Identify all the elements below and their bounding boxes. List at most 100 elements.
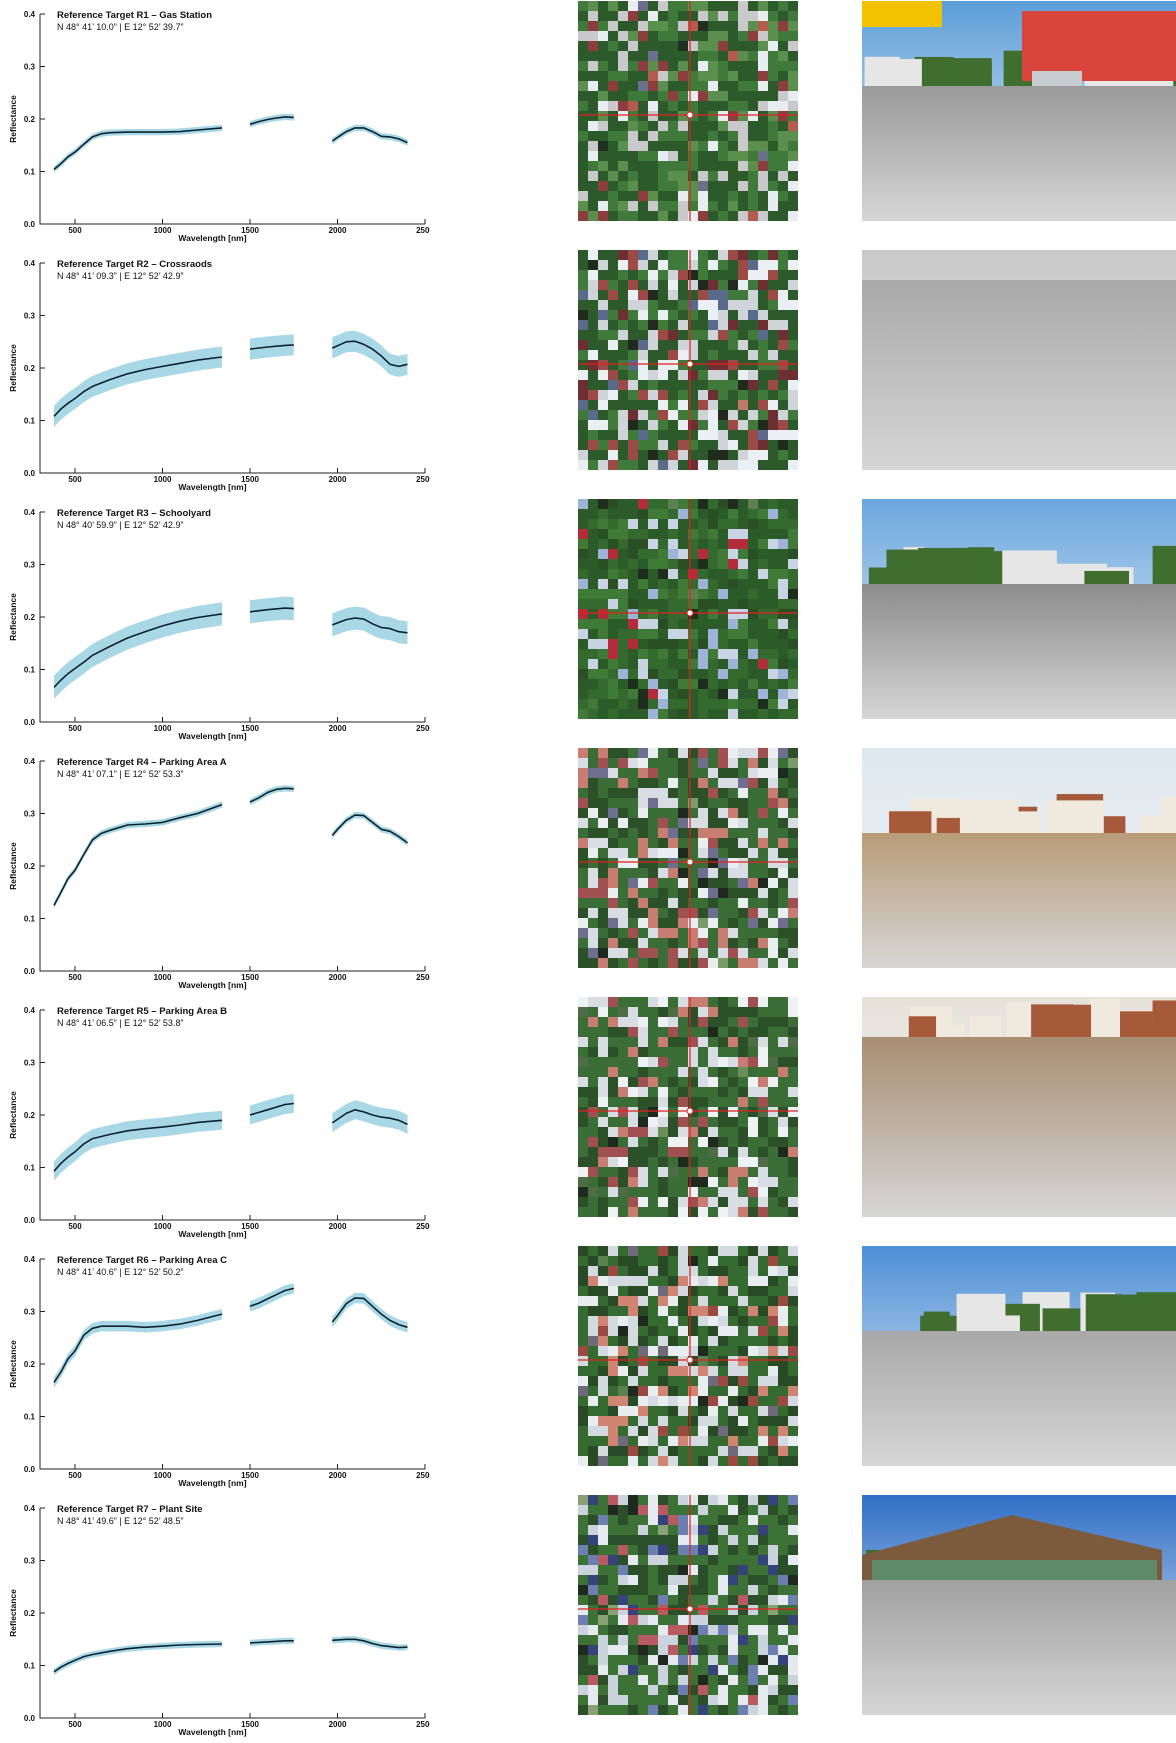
panel-title: Reference Target R2 – Crossraods [57,259,212,270]
y-tick-label: 0.2 [24,1360,36,1369]
satellite-thumbnail [578,748,798,968]
y-tick-label: 0.3 [24,1059,36,1068]
panel-coordinates: N 48° 41’ 49.6” | E 12° 52’ 48.5” [57,1516,183,1526]
x-tick-label: 500 [68,226,82,235]
panel-row: 0.0 0.1 0.2 0.3 0.4 500 1000 1500 2000 2500 Wavele… [0,0,1176,249]
x-tick-label: 1500 [241,724,259,733]
target-marker [686,1356,694,1364]
std-band [54,1110,222,1181]
x-axis-label: Wavelength [nm] [178,1478,246,1488]
y-tick-label: 0.2 [24,364,36,373]
mean-spectrum-line [249,1640,294,1644]
mean-spectrum-line [249,787,294,803]
x-tick-label: 500 [68,724,82,733]
x-tick-label: 500 [68,1222,82,1231]
std-band [332,1100,408,1134]
satellite-thumbnail [578,1495,798,1715]
satellite-thumbnail [578,1246,798,1466]
x-tick-label: 500 [68,1471,82,1480]
site-photo [862,1,1176,221]
reflectance-chart: 0.0 0.1 0.2 0.3 0.4 500 1000 1500 2000 2500 Wavele… [0,1494,430,1743]
reflectance-chart: 0.0 0.1 0.2 0.3 0.4 500 1000 1500 2000 2500 Wavele… [0,0,430,249]
mean-spectrum-line [331,1297,408,1329]
y-tick-label: 0.3 [24,1308,36,1317]
y-tick-label: 0.1 [24,1413,36,1422]
x-tick-label: 1500 [241,1720,259,1729]
mean-spectrum-line [53,356,223,417]
panel-title: Reference Target R1 – Gas Station [57,10,212,21]
x-tick-label: 2000 [329,1720,347,1729]
y-tick-label: 0.1 [24,1164,36,1173]
mean-spectrum-line [249,607,294,613]
y-tick-label: 0.3 [24,63,36,72]
panel-title: Reference Target R7 – Plant Site [57,1504,203,1515]
x-axis-label: Wavelength [nm] [178,1727,246,1737]
site-photo [862,997,1176,1217]
axis-frame [39,14,425,225]
y-tick-label: 0.4 [24,1504,36,1513]
y-tick-label: 0.1 [24,168,36,177]
y-tick-label: 0.4 [24,1255,36,1264]
x-tick-label: 1000 [154,475,172,484]
x-tick-label: 2000 [329,1471,347,1480]
std-band [250,785,294,806]
mean-spectrum-line [53,1643,223,1673]
chart-svg: 0.0 0.1 0.2 0.3 0.4 500 1000 1500 2000 2500 Wavele… [8,1255,430,1488]
y-tick-label: 0.2 [24,1609,36,1618]
x-tick-label: 1500 [241,973,259,982]
mean-spectrum-line [53,1313,223,1383]
satellite-thumbnail [578,1,798,221]
y-tick-label: 0.1 [24,417,36,426]
mean-spectrum-line [331,1109,408,1126]
target-marker [686,858,694,866]
chart-svg: 0.0 0.1 0.2 0.3 0.4 500 1000 1500 2000 2500 Wavele… [8,10,430,243]
y-tick-label: 0.4 [24,508,36,517]
panel-row: 0.0 0.1 0.2 0.3 0.4 500 1000 1500 2000 2500 Wavele… [0,1494,1176,1743]
y-tick-label: 0.1 [24,915,36,924]
panel-coordinates: N 48° 41’ 40.6” | E 12° 52’ 50.2” [57,1267,183,1277]
y-axis-label: Reflectance [8,1589,18,1637]
site-photo [862,748,1176,968]
y-axis-label: Reflectance [8,1091,18,1139]
x-tick-label: 2500 [416,475,430,484]
x-axis-label: Wavelength [nm] [178,233,246,243]
y-tick-label: 0.4 [24,757,36,766]
x-tick-label: 2000 [329,475,347,484]
satellite-thumbnail [578,250,798,470]
axis-frame [39,263,425,474]
panel-title: Reference Target R3 – Schoolyard [57,508,211,519]
std-band [54,1308,222,1388]
y-tick-label: 0.0 [24,469,36,478]
x-tick-label: 2500 [416,1222,430,1231]
reflectance-chart: 0.0 0.1 0.2 0.3 0.4 500 1000 1500 2000 2500 Wavele… [0,747,430,996]
y-tick-label: 0.0 [24,967,36,976]
chart-svg: 0.0 0.1 0.2 0.3 0.4 500 1000 1500 2000 2500 Wavele… [8,1006,430,1239]
x-tick-label: 1500 [241,1222,259,1231]
y-tick-label: 0.0 [24,718,36,727]
mean-spectrum-line [332,1638,408,1649]
mean-spectrum-line [331,340,408,368]
x-tick-label: 1000 [154,724,172,733]
x-tick-label: 1000 [154,1222,172,1231]
panel-row: 0.0 0.1 0.2 0.3 0.4 500 1000 1500 2000 2500 Wavele… [0,249,1176,498]
x-axis-label: Wavelength [nm] [178,1229,246,1239]
reflectance-chart: 0.0 0.1 0.2 0.3 0.4 500 1000 1500 2000 2500 Wavele… [0,996,430,1245]
reflectance-chart: 0.0 0.1 0.2 0.3 0.4 500 1000 1500 2000 2500 Wavele… [0,498,430,747]
mean-spectrum-line [53,127,223,171]
panel-coordinates: N 48° 41’ 10.0” | E 12° 52’ 39.7” [57,22,183,32]
target-marker [686,609,694,617]
chart-svg: 0.0 0.1 0.2 0.3 0.4 500 1000 1500 2000 2500 Wavele… [8,1504,430,1737]
site-photo [862,499,1176,719]
panel-coordinates: N 48° 41’ 07.1” | E 12° 52’ 53.3” [57,769,183,779]
x-tick-label: 500 [68,1720,82,1729]
std-band [332,330,408,377]
mean-spectrum-line [249,1287,294,1308]
mean-spectrum-line [249,1102,294,1116]
site-photo [862,1495,1176,1715]
x-tick-label: 2000 [329,1222,347,1231]
mean-spectrum-line [53,1119,223,1172]
std-band [332,811,408,847]
std-band [54,602,222,699]
mean-spectrum-line [331,814,408,844]
panel-row: 0.0 0.1 0.2 0.3 0.4 500 1000 1500 2000 2500 Wavele… [0,747,1176,996]
